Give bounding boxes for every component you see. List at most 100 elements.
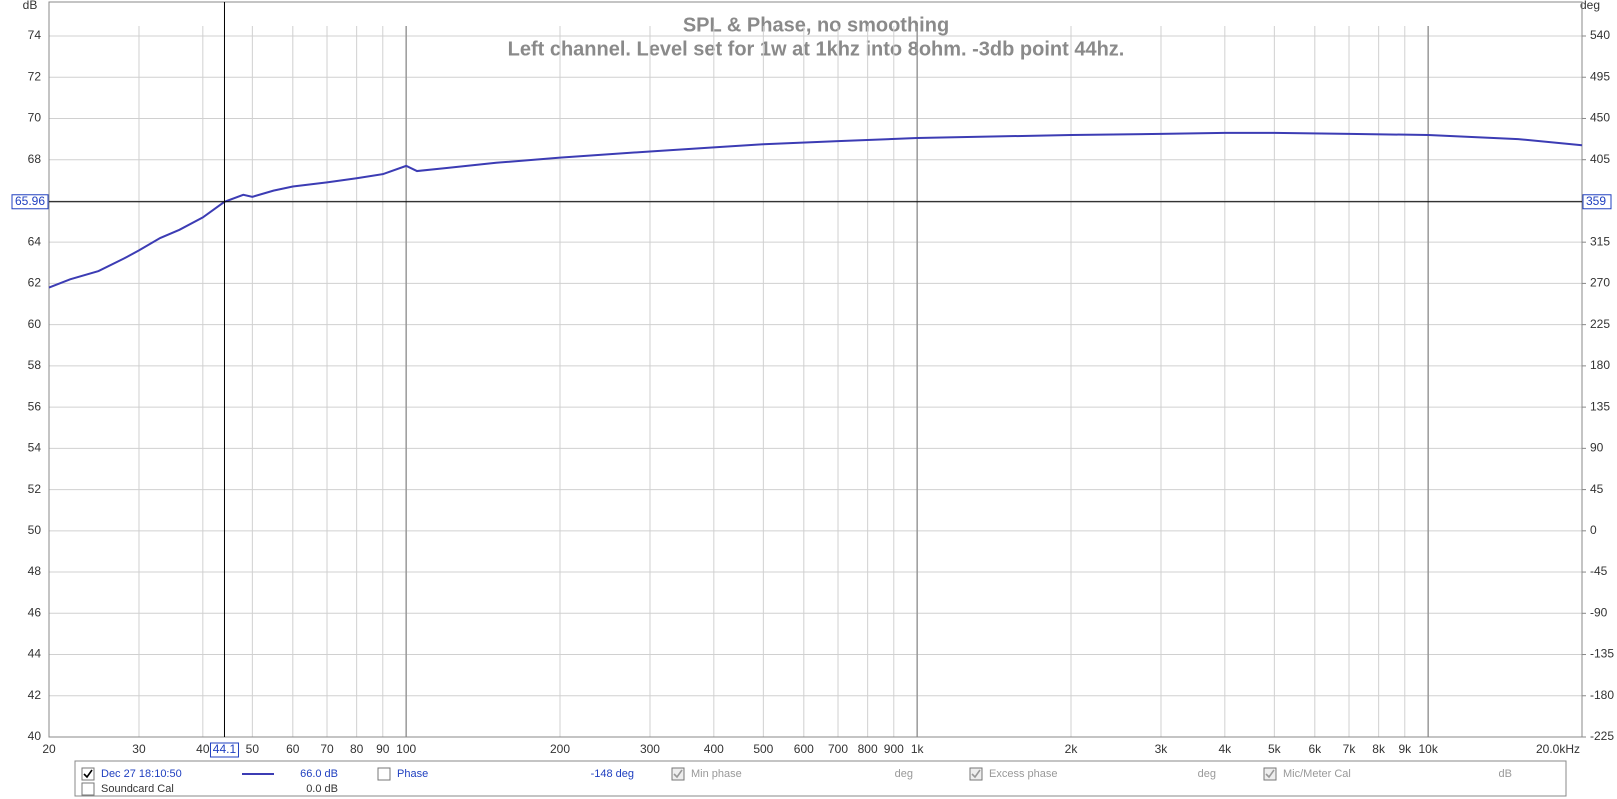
y2-tick-label: -135 bbox=[1590, 647, 1614, 661]
x-tick-label: 100 bbox=[396, 742, 416, 756]
legend-text: Dec 27 18:10:50 bbox=[101, 768, 182, 780]
checkbox[interactable] bbox=[671, 767, 685, 781]
legend-text: Phase bbox=[397, 768, 428, 780]
series-line bbox=[48, 131, 1583, 289]
legend-text: 66.0 dB bbox=[300, 768, 338, 780]
x-tick-label: 60 bbox=[286, 742, 300, 756]
checkbox[interactable] bbox=[1263, 767, 1277, 781]
legend-frame bbox=[74, 760, 1567, 797]
checkbox[interactable] bbox=[969, 767, 983, 781]
legend-text: deg bbox=[1198, 768, 1216, 780]
x-tick-label: 5k bbox=[1268, 742, 1282, 756]
plot-frame bbox=[48, 1, 1583, 738]
y2-tick-label: 450 bbox=[1590, 111, 1610, 125]
x-tick-label: 8k bbox=[1372, 742, 1386, 756]
x-tick-label: 900 bbox=[884, 742, 904, 756]
y2-tick-label: 405 bbox=[1590, 152, 1610, 166]
check-mark bbox=[971, 769, 981, 779]
x-tick-label: 1k bbox=[911, 742, 925, 756]
chart-title: SPL & Phase, no smoothing bbox=[683, 14, 949, 36]
x-tick-label: 600 bbox=[794, 742, 814, 756]
legend-text: Soundcard Cal bbox=[101, 783, 174, 795]
y-tick-label: 52 bbox=[28, 482, 42, 496]
y-tick-label: 54 bbox=[28, 441, 42, 455]
y-tick-label: 72 bbox=[28, 69, 42, 83]
checkbox[interactable] bbox=[81, 782, 95, 796]
x-tick-label: 500 bbox=[753, 742, 773, 756]
y2-tick-label: 495 bbox=[1590, 69, 1610, 83]
check-mark bbox=[673, 769, 683, 779]
x-tick-label: 20 bbox=[42, 742, 56, 756]
checkbox[interactable] bbox=[377, 767, 391, 781]
cursor-x-label: 44.1 bbox=[213, 742, 237, 756]
x-tick-label: 40 bbox=[196, 742, 210, 756]
y2-tick-label: 180 bbox=[1590, 358, 1610, 372]
y-tick-label: 58 bbox=[28, 358, 42, 372]
legend-text: Min phase bbox=[691, 768, 742, 780]
checkbox[interactable] bbox=[81, 767, 95, 781]
y-tick-label: 62 bbox=[28, 276, 42, 290]
y2-tick-label: -225 bbox=[1590, 729, 1614, 743]
x-tick-label: 200 bbox=[550, 742, 570, 756]
x-tick-label: 400 bbox=[704, 742, 724, 756]
y2-tick-label: 0 bbox=[1590, 523, 1597, 537]
y-tick-label: 68 bbox=[28, 152, 42, 166]
x-tick-label: 3k bbox=[1155, 742, 1169, 756]
legend-panel: Dec 27 18:10:50 66.0 dB Phase -148 deg Min p… bbox=[74, 760, 1567, 797]
y-tick-label: 64 bbox=[28, 234, 42, 248]
y2-tick-label: 540 bbox=[1590, 28, 1610, 42]
y2-tick-label: 135 bbox=[1590, 399, 1610, 413]
y2-tick-label: 315 bbox=[1590, 234, 1610, 248]
y-tick-label: 74 bbox=[28, 28, 42, 42]
check-mark bbox=[1265, 769, 1275, 779]
legend-text: Excess phase bbox=[989, 768, 1057, 780]
legend-text: deg bbox=[895, 768, 913, 780]
x-tick-label: 2k bbox=[1065, 742, 1079, 756]
y-tick-label: 42 bbox=[28, 688, 42, 702]
grid bbox=[48, 26, 1583, 738]
y-tick-label: 70 bbox=[28, 111, 42, 125]
x-tick-label: 700 bbox=[828, 742, 848, 756]
x-tick-label: 7k bbox=[1343, 742, 1357, 756]
y2-tick-label: -90 bbox=[1590, 605, 1608, 619]
x-tick-label: 4k bbox=[1218, 742, 1232, 756]
x-tick-label: 30 bbox=[132, 742, 146, 756]
legend-text: Mic/Meter Cal bbox=[1283, 768, 1351, 780]
y-tick-label: 44 bbox=[28, 647, 42, 661]
x-tick-label: 90 bbox=[376, 742, 390, 756]
x-tick-label: 800 bbox=[858, 742, 878, 756]
y2-tick-label: 90 bbox=[1590, 441, 1604, 455]
y-tick-label: 40 bbox=[28, 729, 42, 743]
x-tick-label: 20.0kHz bbox=[1536, 742, 1580, 756]
x-tick-label: 80 bbox=[350, 742, 364, 756]
y2-axis-unit: deg bbox=[1580, 0, 1600, 12]
y-tick-label: 56 bbox=[28, 399, 42, 413]
cursor-y2-label: 359 bbox=[1586, 194, 1606, 208]
x-tick-label: 9k bbox=[1398, 742, 1412, 756]
y2-tick-label: 225 bbox=[1590, 317, 1610, 331]
y-tick-label: 60 bbox=[28, 317, 42, 331]
cursor-y-label: 65.96 bbox=[15, 194, 45, 208]
y-tick-label: 46 bbox=[28, 605, 42, 619]
x-tick-label: 6k bbox=[1308, 742, 1322, 756]
cursor-y-label-box bbox=[11, 194, 49, 210]
legend-text: 0.0 dB bbox=[306, 783, 338, 795]
y-axis-unit: dB bbox=[23, 0, 38, 12]
legend-text: -148 deg bbox=[591, 768, 634, 780]
y2-tick-label: -180 bbox=[1590, 688, 1614, 702]
x-tick-label: 10k bbox=[1418, 742, 1438, 756]
y2-tick-label: -45 bbox=[1590, 564, 1608, 578]
cursor-y2-label-box bbox=[1582, 194, 1612, 210]
cursor-x-label-box bbox=[209, 742, 239, 758]
y-tick-label: 50 bbox=[28, 523, 42, 537]
y2-tick-label: 270 bbox=[1590, 276, 1610, 290]
legend-text: dB bbox=[1499, 768, 1512, 780]
x-tick-label: 70 bbox=[320, 742, 334, 756]
y-tick-label: 48 bbox=[28, 564, 42, 578]
check-mark bbox=[83, 769, 93, 779]
x-tick-label: 50 bbox=[246, 742, 260, 756]
y2-tick-label: 45 bbox=[1590, 482, 1604, 496]
